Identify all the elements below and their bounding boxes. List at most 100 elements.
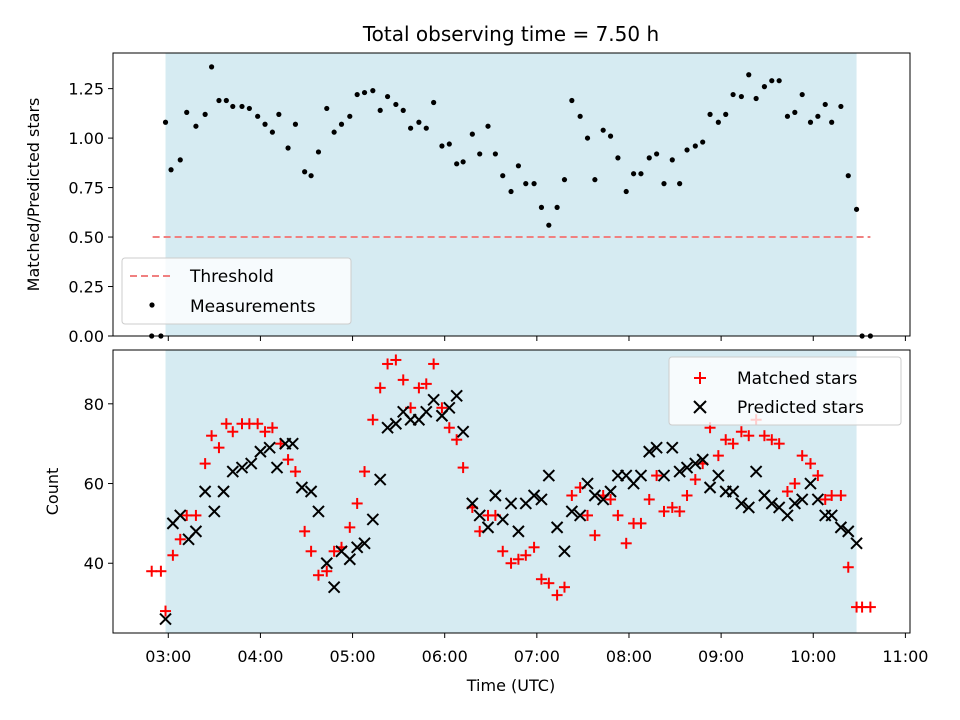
predicted-stars-point (304, 485, 318, 498)
predicted-stars-point (381, 421, 394, 434)
measurement-point (654, 151, 660, 157)
top-x-ticks (167, 336, 906, 341)
predicted-stars-point (427, 393, 440, 407)
x-tick-label: 10:00 (790, 647, 836, 666)
measurement-point (829, 119, 835, 125)
legend-predicted-swatch (693, 400, 707, 414)
predicted-stars-point (673, 465, 686, 478)
top-y-axis-label: Matched/Predicted stars (24, 98, 43, 292)
measurement-point (600, 127, 606, 133)
matched-stars-point (374, 382, 386, 394)
measurement-point (546, 222, 552, 228)
measurement-point (370, 88, 376, 94)
legend-measurements-swatch (149, 302, 155, 308)
measurement-point (361, 89, 368, 96)
matched-stars-point (181, 509, 193, 521)
y-tick-label: 0.00 (68, 327, 104, 346)
measurement-point (761, 84, 768, 90)
y-tick-label: 0.75 (68, 179, 104, 198)
measurement-point (500, 173, 506, 179)
matched-stars-point (612, 509, 624, 521)
measurement-point (431, 99, 437, 106)
matched-stars-point (299, 525, 311, 537)
matched-stars-point (344, 521, 356, 533)
measurement-point (384, 93, 391, 100)
measurement-point (162, 119, 169, 125)
measurement-point (707, 111, 713, 117)
matched-stars-point (566, 489, 578, 501)
measurement-point (302, 169, 308, 175)
matched-stars-point (390, 354, 402, 366)
x-tick-label: 09:00 (698, 647, 744, 666)
measurement-point (515, 163, 522, 169)
measurement-point (577, 113, 583, 119)
measurement-point (324, 105, 330, 112)
matched-stars-point (835, 489, 847, 501)
predicted-stars-point (550, 521, 564, 534)
predicted-stars-point (588, 489, 602, 502)
measurement-point (607, 133, 614, 139)
matched-stars-point (367, 414, 379, 426)
matched-stars-point (720, 434, 732, 446)
measurement-point (661, 181, 667, 187)
measurement-point (315, 149, 322, 155)
predicted-stars-point (742, 501, 755, 514)
measurement-point (223, 97, 229, 104)
measurement-point (239, 103, 245, 110)
predicted-stars-point (489, 489, 502, 502)
x-axis-label: Time (UTC) (466, 676, 555, 695)
predicted-stars-point (466, 497, 479, 510)
matched-stars-point (735, 426, 747, 438)
measurement-point (269, 129, 275, 135)
measurement-point (776, 78, 782, 84)
measurement-point (423, 125, 429, 131)
matched-stars-point (864, 601, 876, 613)
measurement-point (669, 157, 675, 163)
top-y-ticks: 0.00 0.25 0.50 0.75 1.00 1.25 (68, 80, 113, 346)
y-tick-label: 80 (84, 395, 104, 414)
measurement-point (799, 91, 805, 98)
matched-stars-point (826, 489, 838, 501)
top-legend: Threshold Measurements (121, 257, 352, 325)
predicted-stars-point (235, 461, 249, 474)
measurement-point (623, 188, 629, 195)
matched-stars-point (436, 402, 448, 414)
measurement-point (400, 107, 406, 113)
measurement-point (477, 151, 483, 157)
measurement-point (569, 97, 575, 104)
matched-stars-point (190, 509, 202, 521)
measurement-point (377, 107, 383, 113)
x-tick-label: 07:00 (514, 647, 560, 666)
matched-stars-point (658, 505, 670, 517)
matched-stars-point (420, 378, 432, 390)
matched-stars-point (146, 565, 158, 577)
x-tick-label: 05:00 (330, 647, 376, 666)
matched-stars-point (312, 569, 324, 581)
predicted-stars-point (358, 537, 371, 550)
measurement-point (845, 173, 851, 179)
matched-stars-point (812, 470, 824, 482)
predicted-stars-point (456, 425, 470, 438)
measurement-point (738, 93, 744, 100)
measurement-point (554, 204, 560, 210)
measurement-point (615, 155, 621, 161)
predicted-stars-point (286, 437, 299, 450)
matched-stars-point (259, 426, 271, 438)
predicted-stars-point (473, 509, 486, 522)
predicted-stars-point (804, 477, 817, 490)
predicted-stars-point (657, 469, 671, 482)
predicted-stars-point (581, 477, 594, 490)
predicted-stars-point (643, 445, 656, 458)
predicted-stars-point (726, 485, 740, 498)
measurement-point (792, 109, 798, 115)
predicted-stars-point (198, 485, 212, 498)
bottom-y-ticks: 40 60 80 (84, 395, 113, 573)
measurement-point (638, 171, 644, 177)
predicted-stars-point (343, 553, 357, 566)
predicted-stars-point (558, 545, 571, 558)
measurement-point (416, 119, 422, 125)
measurement-point (677, 181, 683, 187)
matched-stars-point (796, 450, 808, 462)
measurement-point (700, 139, 706, 145)
measurement-point (168, 167, 174, 173)
